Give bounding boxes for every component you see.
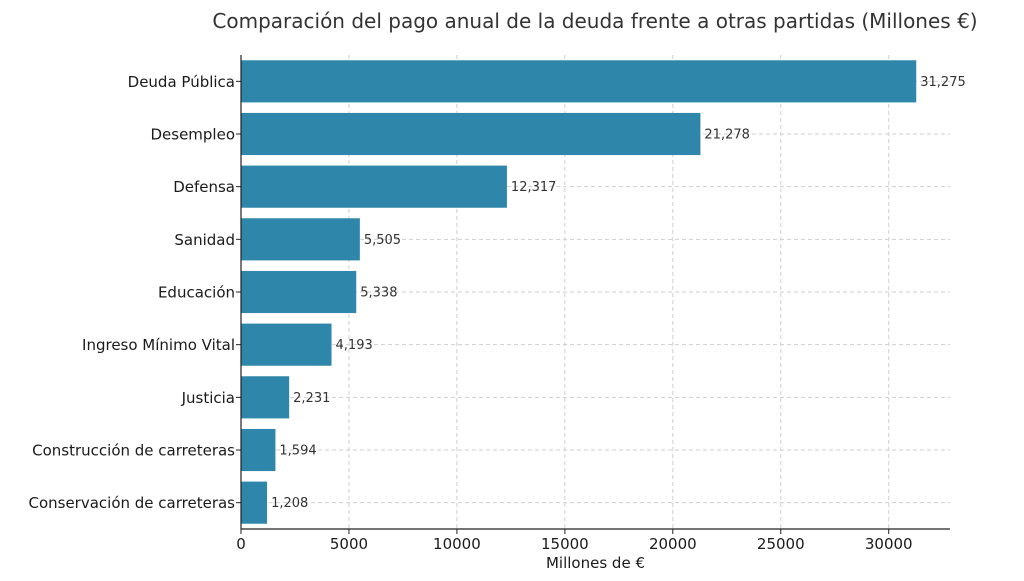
bar-value-label: 2,231 — [293, 391, 330, 406]
x-tick-label: 5000 — [330, 535, 368, 553]
bar — [241, 60, 917, 103]
category-label: Construcción de carreteras — [32, 442, 235, 460]
bar-value-label: 12,317 — [511, 180, 557, 195]
bar — [241, 112, 701, 156]
category-label: Ingreso Mínimo Vital — [82, 336, 235, 354]
bar — [241, 323, 332, 366]
bars — [241, 60, 917, 524]
x-tick-label: 20000 — [649, 535, 697, 553]
bar — [241, 481, 268, 524]
bar — [241, 428, 276, 472]
bar — [241, 218, 360, 261]
bar-value-label: 1,208 — [271, 496, 308, 511]
bar-value-label: 4,193 — [336, 338, 373, 353]
bar-value-label: 5,505 — [364, 233, 401, 248]
category-label: Desempleo — [150, 126, 235, 144]
x-tick-label: 30000 — [865, 535, 913, 553]
bar-value-label: 31,275 — [920, 75, 966, 90]
category-label: Conservación de carreteras — [28, 494, 235, 512]
bar — [241, 376, 290, 419]
chart-title: Comparación del pago anual de la deuda f… — [212, 9, 977, 33]
category-labels: Deuda Pública Desempleo Defensa Sanidad Educ… — [28, 73, 235, 512]
x-ticks: 0 5000 10000 15000 20000 25000 30000 — [236, 80, 913, 553]
category-label: Educación — [158, 284, 235, 302]
x-tick-label: 25000 — [757, 535, 805, 553]
bar-value-label: 5,338 — [360, 286, 397, 301]
x-tick-label: 15000 — [541, 535, 589, 553]
x-tick-label: 0 — [236, 535, 246, 553]
category-label: Defensa — [173, 178, 235, 196]
category-label: Justicia — [181, 389, 235, 407]
category-label: Deuda Pública — [128, 73, 235, 91]
x-tick-label: 10000 — [433, 535, 481, 553]
bar-value-label: 21,278 — [704, 128, 750, 143]
x-axis-label: Millones de € — [546, 554, 645, 572]
bar — [241, 270, 357, 314]
category-label: Sanidad — [174, 231, 235, 249]
bar-value-label: 1,594 — [279, 444, 316, 459]
value-labels: 31,275 21,278 12,317 5,505 5,338 4,193 2,231 1,… — [271, 75, 966, 511]
bar — [241, 165, 507, 208]
